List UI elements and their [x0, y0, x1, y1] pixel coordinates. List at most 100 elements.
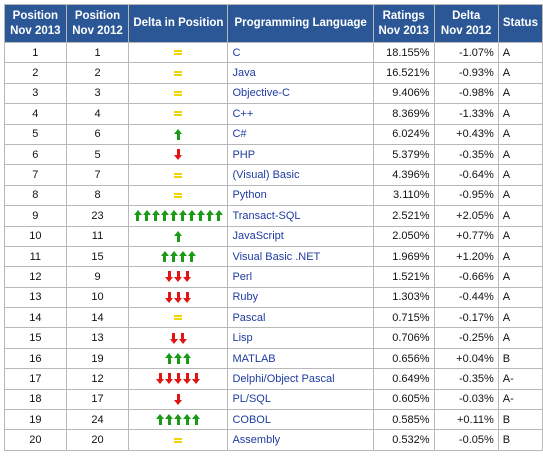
- language-link[interactable]: C#: [232, 128, 247, 141]
- language-link[interactable]: Objective-C: [232, 87, 290, 100]
- rating-cell: 0.585%: [372, 409, 435, 431]
- header-delta-in-position: Delta in Position: [128, 4, 229, 43]
- position-2012-cell: 12: [65, 368, 130, 390]
- delta-cell: -0.35%: [433, 143, 499, 166]
- position-2013-cell: 13: [4, 286, 67, 309]
- status-cell: A: [497, 164, 543, 186]
- language-cell: C++: [227, 103, 374, 125]
- language-link[interactable]: C: [232, 46, 241, 59]
- language-link[interactable]: Assembly: [232, 434, 281, 447]
- language-link[interactable]: (Visual) Basic: [232, 169, 300, 182]
- language-link[interactable]: PL/SQL: [232, 393, 271, 406]
- position-2013-cell: 2: [4, 62, 67, 84]
- arrow-down-icon: [174, 393, 183, 405]
- language-link[interactable]: C++: [232, 107, 254, 120]
- language-cell: Transact-SQL: [227, 205, 374, 227]
- position-2013-cell: 5: [4, 123, 67, 145]
- delta-position-cell: [128, 123, 229, 145]
- language-link[interactable]: Delphi/Object Pascal: [232, 372, 335, 385]
- position-2013-cell: 20: [4, 429, 67, 451]
- position-2013-cell: 17: [4, 368, 67, 390]
- delta-position-cell: [128, 143, 229, 166]
- delta-position-cell: [128, 347, 229, 370]
- language-link[interactable]: PHP: [232, 148, 256, 161]
- rating-cell: 18.155%: [372, 41, 435, 64]
- delta-cell: -0.35%: [433, 368, 499, 390]
- header-position-nov-2012-label: Position Nov 2012: [72, 9, 123, 37]
- arrow-down-icon: [174, 291, 183, 303]
- position-2012-cell: 14: [65, 307, 130, 329]
- table-row: 9 23 Transact-SQL 2.521% +2.05% A: [4, 205, 543, 227]
- delta-position-cell: [128, 327, 229, 349]
- language-link[interactable]: Ruby: [232, 291, 259, 304]
- table-row: 4 4 C++ 8.369% -1.33% A: [4, 103, 543, 125]
- arrow-up-icon: [156, 414, 165, 426]
- delta-cell: -0.25%: [433, 327, 499, 349]
- arrow-down-icon: [174, 271, 183, 283]
- position-2012-cell: 23: [65, 205, 130, 227]
- position-2013-cell: 4: [4, 103, 67, 125]
- status-cell: A: [497, 205, 543, 227]
- header-programming-language-label: Programming Language: [234, 17, 367, 29]
- position-2012-cell: 10: [65, 286, 130, 309]
- arrow-up-icon: [142, 210, 151, 222]
- delta-cell: +0.77%: [433, 225, 499, 247]
- delta-position-cell: [128, 41, 229, 64]
- language-link[interactable]: Visual Basic .NET: [232, 250, 321, 263]
- rating-cell: 9.406%: [372, 82, 435, 105]
- language-link[interactable]: Transact-SQL: [232, 209, 301, 222]
- header-position-nov-2013-label: Position Nov 2013: [10, 9, 61, 37]
- position-2013-cell: 15: [4, 327, 67, 349]
- arrow-up-icon: [196, 210, 205, 222]
- language-link[interactable]: Lisp: [232, 332, 253, 345]
- position-2012-cell: 15: [65, 245, 130, 268]
- table-row: 3 3 Objective-C 9.406% -0.98% A: [4, 82, 543, 105]
- arrow-down-icon: [192, 373, 201, 385]
- language-cell: Python: [227, 184, 374, 207]
- position-2013-cell: 14: [4, 307, 67, 329]
- rating-cell: 0.706%: [372, 327, 435, 349]
- delta-cell: -0.93%: [433, 62, 499, 84]
- equal-icon: [174, 315, 183, 321]
- status-cell: A: [497, 286, 543, 309]
- delta-cell: -0.64%: [433, 164, 499, 186]
- status-cell: A: [497, 307, 543, 329]
- delta-cell: -0.66%: [433, 266, 499, 288]
- language-cell: C: [227, 41, 374, 64]
- arrow-down-icon: [156, 373, 165, 385]
- language-cell: Delphi/Object Pascal: [227, 368, 374, 390]
- language-link[interactable]: Java: [232, 67, 256, 80]
- language-cell: MATLAB: [227, 347, 374, 370]
- language-link[interactable]: Pascal: [232, 311, 266, 324]
- language-link[interactable]: Perl: [232, 270, 253, 283]
- arrow-up-icon: [178, 210, 187, 222]
- delta-position-cell: [128, 307, 229, 329]
- arrow-up-icon: [133, 210, 142, 222]
- language-link[interactable]: JavaScript: [232, 230, 284, 243]
- header-delta-nov-2012: Delta Nov 2012: [433, 4, 499, 43]
- status-cell: A-: [497, 388, 543, 411]
- position-2012-cell: 4: [65, 103, 130, 125]
- position-2012-cell: 17: [65, 388, 130, 411]
- equal-icon: [174, 172, 183, 178]
- rating-cell: 2.521%: [372, 205, 435, 227]
- language-link[interactable]: MATLAB: [232, 352, 276, 365]
- header-ratings-nov-2013: Ratings Nov 2013: [372, 4, 435, 43]
- status-cell: A: [497, 82, 543, 105]
- language-cell: Perl: [227, 266, 374, 288]
- language-link[interactable]: Python: [232, 189, 267, 202]
- rating-cell: 6.024%: [372, 123, 435, 145]
- arrow-up-icon: [165, 353, 174, 365]
- status-cell: A: [497, 327, 543, 349]
- delta-cell: +0.43%: [433, 123, 499, 145]
- table-body: 1 1 C 18.155% -1.07% A 2 2 Java 16.521% -0.93% A 3 3 O…: [4, 41, 543, 451]
- delta-position-cell: [128, 409, 229, 431]
- delta-cell: +1.20%: [433, 245, 499, 268]
- language-link[interactable]: COBOL: [232, 413, 271, 426]
- language-cell: Lisp: [227, 327, 374, 349]
- position-2012-cell: 24: [65, 409, 130, 431]
- arrow-down-icon: [174, 149, 183, 161]
- table-row: 11 15 Visual Basic .NET 1.969% +1.20% A: [4, 245, 543, 268]
- position-2013-cell: 8: [4, 184, 67, 207]
- position-2012-cell: 2: [65, 62, 130, 84]
